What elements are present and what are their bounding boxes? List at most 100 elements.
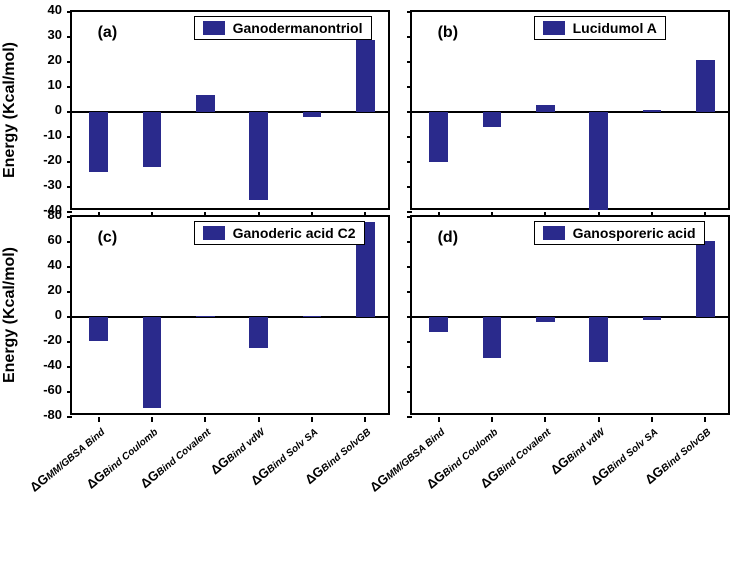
panel-d: (d)Ganosporeric acid (410, 215, 730, 415)
ytick (407, 136, 412, 138)
ytick-label: 40 (30, 2, 62, 17)
ytick (67, 161, 72, 163)
bar (303, 316, 322, 317)
xtick (364, 417, 366, 422)
ytick-label: -20 (30, 332, 62, 347)
legend-swatch (543, 21, 565, 35)
bar (483, 112, 502, 127)
bar (196, 95, 215, 113)
ytick (67, 416, 72, 418)
xlabel-sub: Bind SolvGB (660, 427, 714, 475)
ytick-label: -20 (30, 152, 62, 167)
bar (196, 316, 215, 317)
xtick (704, 417, 706, 422)
xtick (651, 417, 653, 422)
legend-text: Ganoderic acid C2 (233, 225, 356, 241)
ytick (67, 186, 72, 188)
ytick (407, 211, 412, 213)
ytick (407, 186, 412, 188)
legend-c: Ganoderic acid C2 (194, 221, 365, 245)
ytick-label: 0 (30, 102, 62, 117)
bar (696, 60, 715, 113)
bar (429, 317, 448, 332)
xtick (98, 417, 100, 422)
ytick-label: 30 (30, 27, 62, 42)
bar (589, 317, 608, 362)
ytick (67, 391, 72, 393)
bar (303, 112, 322, 117)
panel-tag-c: (c) (98, 229, 118, 247)
figure-root: (a)Ganodermanontriol-40-30-20-1001020304… (0, 0, 747, 575)
panel-a: (a) Ganodermanontriol (70, 10, 390, 210)
zero-line (72, 316, 388, 318)
ytick (407, 416, 412, 418)
bar (696, 241, 715, 317)
xlabel-sub: Bind Covalent (495, 427, 554, 479)
panel-c: (c) Ganoderic acid C2 (70, 215, 390, 415)
ytick-label: -80 (30, 407, 62, 422)
bar (249, 317, 268, 348)
bar (89, 112, 108, 172)
bar (356, 40, 375, 113)
legend-a: Ganodermanontriol (194, 16, 372, 40)
xtick (491, 417, 493, 422)
ytick (67, 266, 72, 268)
ytick (67, 36, 72, 38)
legend-text: Lucidumol A (573, 20, 657, 36)
ylabel: Energy (Kcal/mol) (1, 42, 19, 178)
bar (536, 317, 555, 322)
ytick (407, 11, 412, 13)
bar (589, 112, 608, 210)
ytick-label: 60 (30, 232, 62, 247)
ylabel: Energy (Kcal/mol) (1, 247, 19, 383)
ytick (407, 216, 412, 218)
ytick (407, 366, 412, 368)
ytick-label: 40 (30, 257, 62, 272)
ytick (407, 266, 412, 268)
bar (249, 112, 268, 200)
xtick (598, 417, 600, 422)
ytick (67, 136, 72, 138)
xtick (151, 417, 153, 422)
ytick (67, 11, 72, 13)
ytick (67, 341, 72, 343)
zero-line (72, 111, 388, 113)
bar (536, 105, 555, 113)
xtick (438, 417, 440, 422)
ytick-label: -60 (30, 382, 62, 397)
ytick-label: -10 (30, 127, 62, 142)
ytick (407, 36, 412, 38)
legend-swatch (203, 21, 225, 35)
xlabel-sub: Bind Covalent (155, 427, 214, 479)
ytick (67, 291, 72, 293)
ytick (407, 241, 412, 243)
legend-swatch (543, 226, 565, 240)
xlabel-sub: Bind vdW (565, 427, 607, 465)
xtick (258, 417, 260, 422)
ytick (67, 216, 72, 218)
ytick-label: 10 (30, 77, 62, 92)
xlabel-sub: Bind vdW (225, 427, 267, 465)
panel-tag-b: (b) (438, 24, 458, 42)
bar (483, 317, 502, 358)
xtick (311, 417, 313, 422)
bar (89, 317, 108, 341)
ytick-label: 20 (30, 52, 62, 67)
bar (143, 112, 162, 167)
bar (643, 317, 662, 320)
legend-swatch (203, 226, 225, 240)
panel-b: (b) Lucidumol A (410, 10, 730, 210)
ytick (407, 391, 412, 393)
ytick (67, 61, 72, 63)
ytick (67, 86, 72, 88)
bar (643, 110, 662, 113)
ytick-label: 20 (30, 282, 62, 297)
ytick-label: 0 (30, 307, 62, 322)
ytick (407, 86, 412, 88)
legend-d: Ganosporeric acid (534, 221, 705, 245)
xtick (544, 417, 546, 422)
legend-b: Lucidumol A (534, 16, 666, 40)
ytick (407, 291, 412, 293)
legend-text: Ganodermanontriol (233, 20, 363, 36)
panel-tag-a: (a) (98, 24, 118, 42)
